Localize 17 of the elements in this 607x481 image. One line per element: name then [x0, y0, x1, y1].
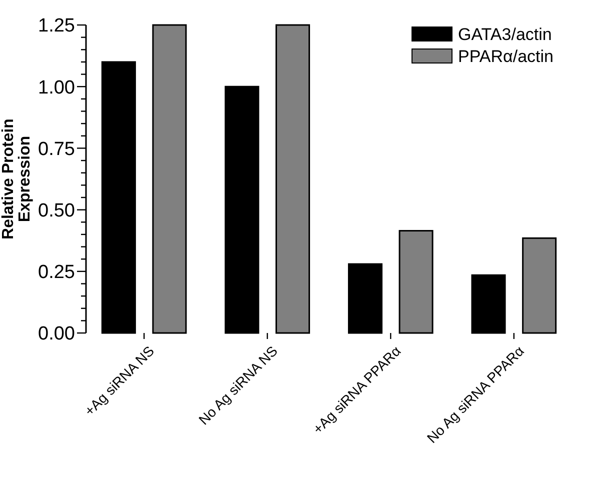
legend-label: PPARα/actin	[458, 46, 554, 66]
y-tick-label: 0.50	[38, 200, 75, 222]
y-tick-label: 1.25	[38, 16, 75, 37]
bar	[348, 263, 382, 334]
y-tick-label: 1.00	[38, 77, 75, 98]
bar	[276, 24, 310, 334]
y-tick-label: 0.75	[38, 138, 75, 160]
y-axis-title: Relative Protein Expression	[0, 118, 34, 240]
bar	[398, 230, 434, 334]
y-tick-label: 0.25	[38, 262, 75, 284]
bar	[152, 24, 187, 334]
legend-label: GATA3/actin	[458, 24, 552, 44]
bar	[101, 61, 136, 334]
bar	[471, 274, 506, 334]
bar	[522, 237, 557, 334]
bar	[224, 86, 260, 334]
text: 0.00	[38, 324, 75, 345]
